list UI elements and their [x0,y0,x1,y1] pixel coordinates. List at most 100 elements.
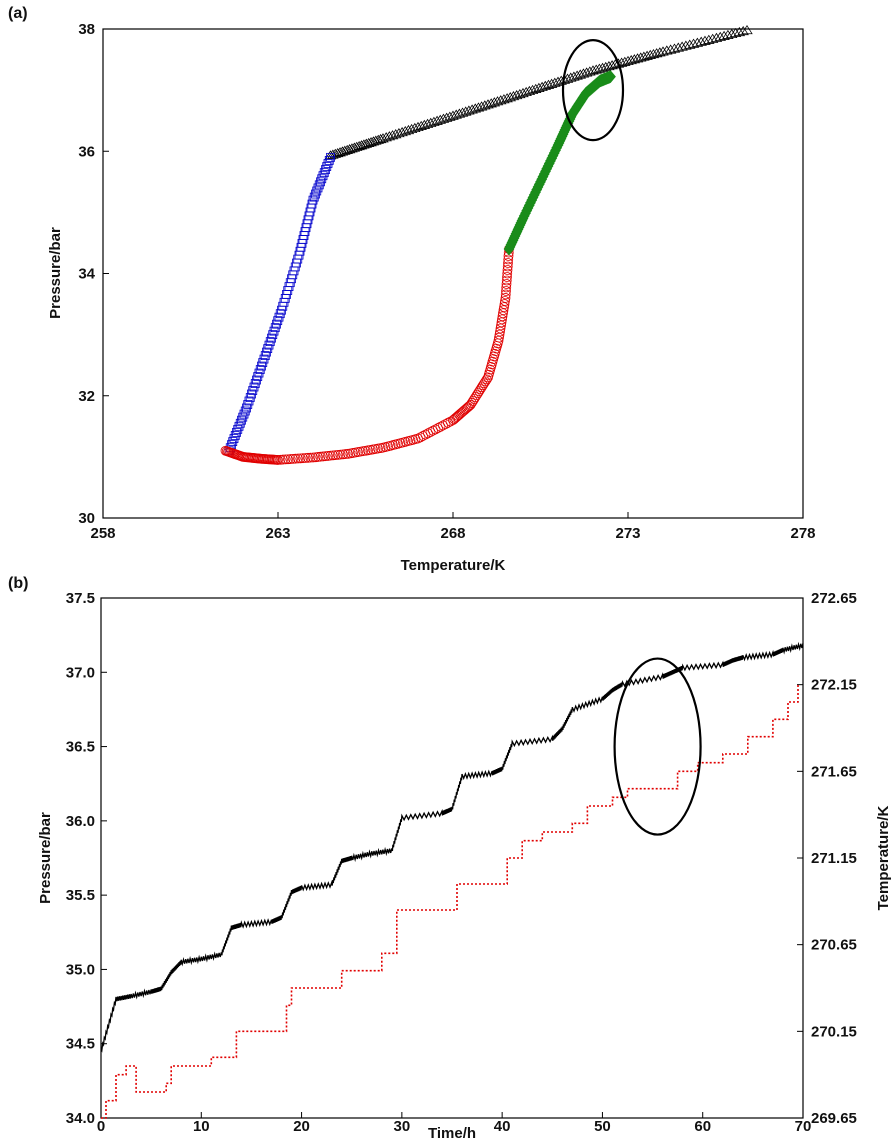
circle-marker [502,261,513,272]
circle-marker [496,317,507,328]
square-marker [270,323,280,333]
y-tick-label-b: 34.5 [66,1036,95,1053]
square-marker [253,372,263,381]
circle-marker [435,421,446,432]
y-tick-label-b: 35.0 [66,961,95,978]
triangle-marker [664,44,677,54]
circle-marker [499,302,509,313]
circle-marker [413,433,423,444]
square-marker [322,162,332,171]
x-axis-label-b: Time/h [428,1125,476,1142]
plot-frame-b [100,597,804,1119]
x-tick-label-b: 70 [795,1118,812,1135]
triangle-marker [372,134,384,144]
circle-marker [423,428,433,439]
circle-marker [330,450,341,461]
triangle-marker [334,147,346,157]
triangle-marker [729,27,742,38]
square-marker [238,412,248,422]
square-marker [275,309,285,319]
y2-tick-label-b: 272.15 [811,677,857,694]
y2-tick-label-b: 270.15 [811,1023,857,1040]
circle-marker [425,427,436,437]
triangle-marker [737,25,749,36]
square-marker [323,159,333,168]
y2-tick-label-b: 272.65 [811,590,857,607]
y2-tick-label-b: 269.65 [811,1110,857,1127]
triangle-marker [324,150,337,160]
circle-marker [501,282,512,293]
square-marker [230,431,240,440]
circle-marker [440,419,451,430]
square-marker [234,421,244,431]
square-marker [252,375,261,385]
circle-marker [275,454,286,465]
circle-marker [310,452,321,463]
marks-a [220,24,753,465]
triangle-marker [351,141,363,151]
square-marker [262,347,271,357]
circle-marker [308,452,318,463]
square-marker [311,189,320,199]
triangle-marker [722,29,734,39]
triangle-marker [374,133,387,144]
triangle-marker [718,30,730,40]
triangle-marker [343,144,356,154]
y2-tick-label-b: 271.65 [811,763,857,780]
triangle-marker [676,41,688,51]
triangle-marker [695,36,707,46]
triangle-marker [348,142,361,152]
panel-b: (b) 0 10 20 30 40 50 60 70 34.0 34.5 35.0 35.5 36.0 3… [8,575,892,1142]
triangle-marker [741,24,753,35]
circle-marker [502,268,513,279]
circle-marker [338,449,348,460]
triangle-marker [699,35,711,45]
circle-marker [340,449,351,459]
circle-marker [415,432,426,443]
square-marker [239,409,249,419]
panel-a: (a) 258 263 268 273 278 30 32 34 36 38 Temperatur… [8,5,816,574]
square-marker [318,171,328,181]
panel-label-b: (b) [8,575,28,592]
circle-marker [303,452,313,463]
highlight-ellipse-a [561,39,625,142]
pressure-line [100,641,804,1053]
square-marker [247,389,256,399]
triangle-marker [726,28,738,39]
square-marker [269,326,279,336]
x-tick-label-b: 0 [97,1118,105,1135]
circle-marker [320,451,331,462]
y2-tick-label-b: 271.15 [811,850,857,867]
square-marker [319,168,329,178]
triangle-marker [331,147,344,158]
circle-marker [498,305,509,316]
circle-marker [498,308,508,319]
circle-marker [333,449,343,460]
square-marker [324,156,334,165]
y-tick-label-b: 37.5 [66,590,95,607]
square-marker [245,393,255,402]
circle-marker [305,452,316,463]
triangle-marker [358,139,370,149]
circle-marker [503,258,513,268]
circle-marker [290,453,301,464]
triangle-marker [365,137,377,147]
circle-marker [464,401,475,411]
square-marker [233,424,243,434]
circle-marker [295,453,306,464]
square-marker [326,152,335,162]
square-marker [268,330,278,340]
triangle-marker [355,140,368,150]
y-tick-label-a: 34 [78,266,95,283]
square-marker [228,437,238,446]
y-tick-label-b: 37.0 [66,664,95,681]
square-marker [309,192,319,202]
highlight-ellipse-b [613,657,702,836]
circle-marker [428,425,438,436]
triangle-marker [710,32,723,42]
square-marker [308,195,318,205]
triangle-marker [341,144,353,154]
x-axis-label-a: Temperature/K [401,557,506,574]
triangle-marker [654,47,666,57]
circle-marker [288,453,298,464]
